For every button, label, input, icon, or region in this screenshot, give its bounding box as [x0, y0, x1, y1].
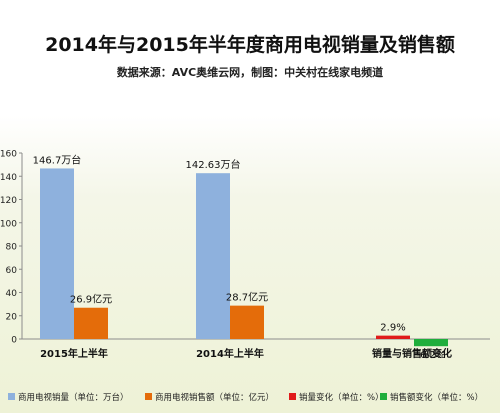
data-label: -6.2%	[416, 350, 445, 361]
data-label: 142.63万台	[186, 158, 241, 171]
data-label: 26.9亿元	[70, 293, 112, 306]
x-category-label: 2014年上半年	[196, 347, 264, 360]
y-tick-label: 140	[0, 173, 17, 183]
legend-swatch	[145, 393, 152, 400]
legend-swatch	[8, 393, 15, 400]
chart-subtitle: 数据来源：AVC奥维云网，制图：中关村在线家电频道	[116, 66, 384, 79]
y-tick-label: 120	[0, 196, 17, 206]
y-tick-label: 80	[6, 243, 18, 253]
legend-label: 销量变化（单位：%）	[299, 392, 384, 403]
chart-title: 2014年与2015年半年度商用电视销量及销售额	[45, 34, 455, 56]
y-tick-label: 20	[6, 312, 18, 322]
legend-label: 商用电视销售额（单位：亿元）	[155, 392, 274, 403]
bar-main-s1-c0	[74, 307, 108, 339]
y-tick-label: 0	[11, 336, 17, 346]
bar-change-s2-c2	[376, 335, 410, 339]
y-tick-label: 160	[0, 150, 17, 160]
x-category-label: 2015年上半年	[40, 347, 108, 360]
bar-main-s0-c0	[40, 168, 74, 339]
data-label: 28.7亿元	[226, 291, 268, 304]
data-label: 146.7万台	[33, 153, 82, 166]
legend-label: 商用电视销量（单位：万台）	[18, 392, 129, 403]
y-tick-label: 100	[0, 219, 17, 229]
x-category-label: 销量与销售额变化	[372, 347, 452, 360]
bar-change-s3-c2	[414, 339, 448, 347]
legend-swatch	[380, 393, 387, 400]
legend-swatch	[289, 393, 296, 400]
y-tick-label: 60	[6, 266, 18, 276]
legend-label: 销售额变化（单位：%）	[390, 392, 483, 403]
bar-main-s0-c1	[196, 173, 230, 339]
y-tick-label: 40	[6, 289, 18, 299]
data-label: 2.9%	[380, 323, 405, 334]
bar-main-s1-c1	[230, 305, 264, 339]
